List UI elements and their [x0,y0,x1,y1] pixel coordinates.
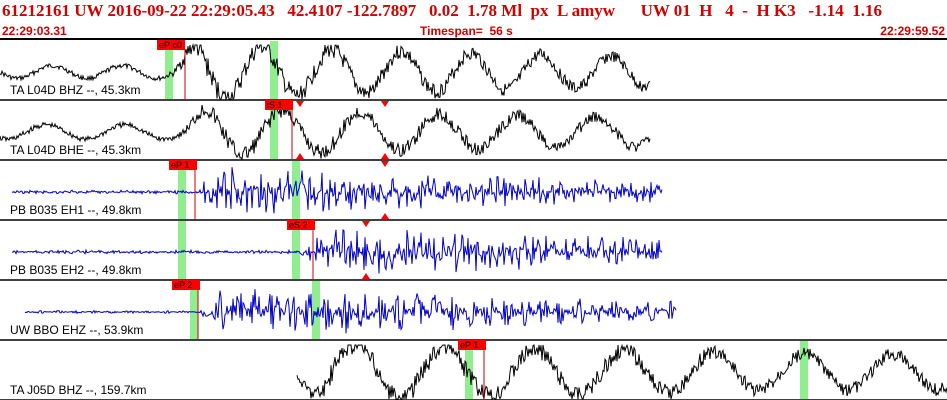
waveform-trace [0,104,651,161]
pick-label: eP c0 [159,40,182,50]
phase-window-band [465,341,473,399]
pick-box[interactable] [287,220,315,230]
start-time: 22:29:03.31 [2,24,67,38]
waveform-trace [296,343,947,400]
pick-label: eS 2 [289,220,308,230]
amplitude-max-arrow[interactable] [362,221,370,227]
amplitude-min-arrow[interactable] [381,213,389,219]
timespan-label: Timespan= 56 s [420,24,513,38]
amplitude-max-arrow[interactable] [381,161,389,167]
trace-panel[interactable]: eP 1 TA J05D BHZ --, 159.7km [0,340,947,400]
seismogram-panel[interactable]: eP c0 TA L04D BHZ --, 45.3km iS 1 TA L04D B… [0,40,947,400]
header-divider [0,38,947,40]
phase-window-band [165,41,173,99]
phase-window-band [292,221,300,279]
amplitude-min-arrow[interactable] [381,153,389,159]
pick-box[interactable] [458,340,486,350]
phase-window-band [800,341,808,399]
amplitude-min-arrow[interactable] [362,273,370,279]
phase-window-band [292,161,300,219]
pick-label: iS 1 [267,100,283,110]
event-header: 61212161 UW 2016-09-22 22:29:05.43 42.41… [0,0,947,40]
trace-panel[interactable]: iS 1 TA L04D BHE --, 45.3km [0,100,947,161]
trace-panel[interactable]: eP 1 PB B035 EH1 --, 49.8km [0,160,947,221]
pick-label: eP 1 [171,160,189,170]
waveform-trace [24,289,677,334]
pick-box[interactable] [265,100,293,110]
phase-window-band [190,281,198,339]
pick-box[interactable] [169,160,197,170]
phase-window-band [312,281,320,339]
amplitude-max-arrow[interactable] [296,101,304,107]
pick-label: eP 2 [174,280,192,290]
trace-panel[interactable]: eS 2 PB B035 EH2 --, 49.8km [0,220,947,281]
pick-box[interactable] [172,280,200,290]
station-label: PB B035 EH2 --, 49.8km [10,263,141,277]
event-summary: 61212161 UW 2016-09-22 22:29:05.43 42.41… [2,1,883,20]
waveform-trace [0,43,651,101]
waveform-trace [11,228,663,274]
trace-panel[interactable]: eP c0 TA L04D BHZ --, 45.3km [0,40,947,101]
amplitude-max-arrow[interactable] [381,101,389,107]
trace-panel[interactable]: eP 2 UW BBO EHZ --, 53.9km [0,280,947,341]
phase-window-band [178,161,186,219]
phase-window-band [270,101,278,159]
station-label: UW BBO EHZ --, 53.9km [10,323,143,337]
station-label: TA L04D BHZ --, 45.3km [10,83,140,97]
end-time: 22:29:59.52 [880,24,945,38]
pick-label: eP 1 [460,340,478,350]
phase-window-band [270,41,278,99]
pick-box[interactable] [157,40,185,50]
amplitude-min-arrow[interactable] [296,153,304,159]
station-label: TA J05D BHZ --, 159.7km [10,383,146,397]
station-label: TA L04D BHE --, 45.3km [10,143,141,157]
waveform-trace [11,167,663,214]
station-label: PB B035 EH1 --, 49.8km [10,203,141,217]
